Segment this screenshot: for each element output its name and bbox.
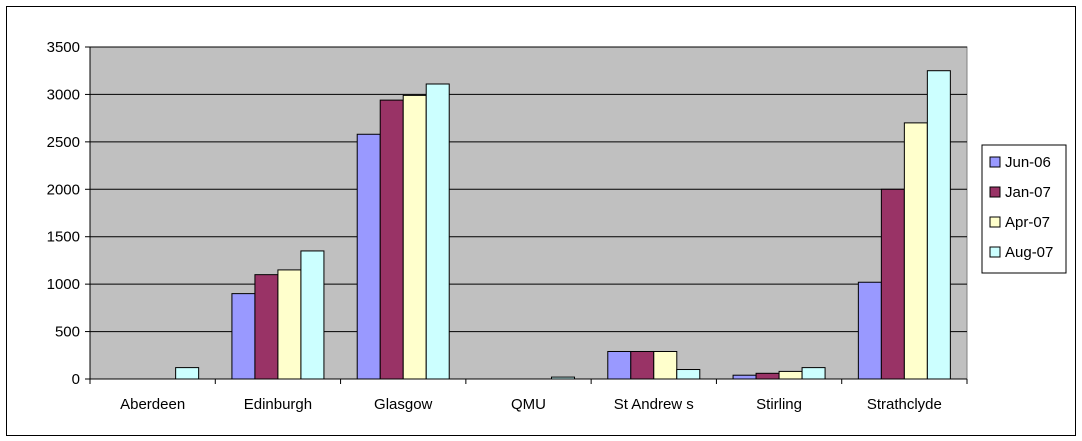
bar [926, 70, 951, 380]
legend-label: Jan-07 [1005, 184, 1051, 201]
legend-label: Aug-07 [1005, 244, 1053, 261]
y-tick-label: 3500 [47, 39, 80, 56]
bar [857, 281, 882, 380]
x-tick-label: Aberdeen [120, 396, 185, 413]
y-tick-label: 2000 [47, 181, 80, 198]
chart-frame: 0 500 1000 1500 2000 2500 3000 3500 Aberdeen Edin… [6, 6, 1076, 436]
bar [755, 372, 780, 380]
y-tick-label: 500 [55, 324, 80, 341]
x-tick-label: QMU [511, 396, 546, 413]
bar [551, 376, 575, 380]
bar [231, 293, 256, 380]
plot-background [89, 46, 968, 380]
x-tick-label: Edinburgh [244, 396, 312, 413]
bar [425, 83, 450, 380]
bar [356, 133, 381, 380]
legend: Jun-06 Jan-07 Apr-07 Aug-07 [981, 144, 1067, 274]
x-tick-label: Stirling [756, 396, 802, 413]
y-tick-label: 2500 [47, 134, 80, 151]
y-tick-label: 0 [72, 371, 80, 388]
bar [778, 370, 803, 380]
legend-swatch [989, 246, 1001, 258]
bar-chart: 0 500 1000 1500 2000 2500 3000 3500 Aberdeen Edin… [47, 39, 1067, 413]
bar [880, 188, 905, 380]
bar [300, 250, 325, 380]
bar [732, 374, 757, 380]
bar [402, 94, 427, 380]
bar [903, 122, 928, 380]
legend-swatch [989, 216, 1001, 228]
y-tick-label: 1500 [47, 229, 80, 246]
x-tick-label: Glasgow [374, 396, 433, 413]
bar [676, 369, 701, 380]
y-tick-label: 3000 [47, 86, 80, 103]
bar [607, 350, 632, 380]
bar [630, 350, 655, 380]
bar [277, 269, 302, 380]
y-tick-label: 1000 [47, 276, 80, 293]
bar [801, 367, 826, 380]
plot-area: 0 500 1000 1500 2000 2500 3000 3500 Aberdeen Edin… [47, 39, 968, 413]
bar [175, 367, 200, 380]
legend-label: Apr-07 [1005, 214, 1050, 231]
bar [254, 274, 279, 380]
legend-swatch [989, 186, 1001, 198]
legend-label: Jun-06 [1005, 154, 1051, 171]
bar [653, 350, 678, 380]
x-tick-label: Strathclyde [867, 396, 942, 413]
bar [379, 99, 404, 380]
legend-swatch [989, 156, 1001, 168]
x-tick-label: St Andrew s [614, 396, 694, 413]
